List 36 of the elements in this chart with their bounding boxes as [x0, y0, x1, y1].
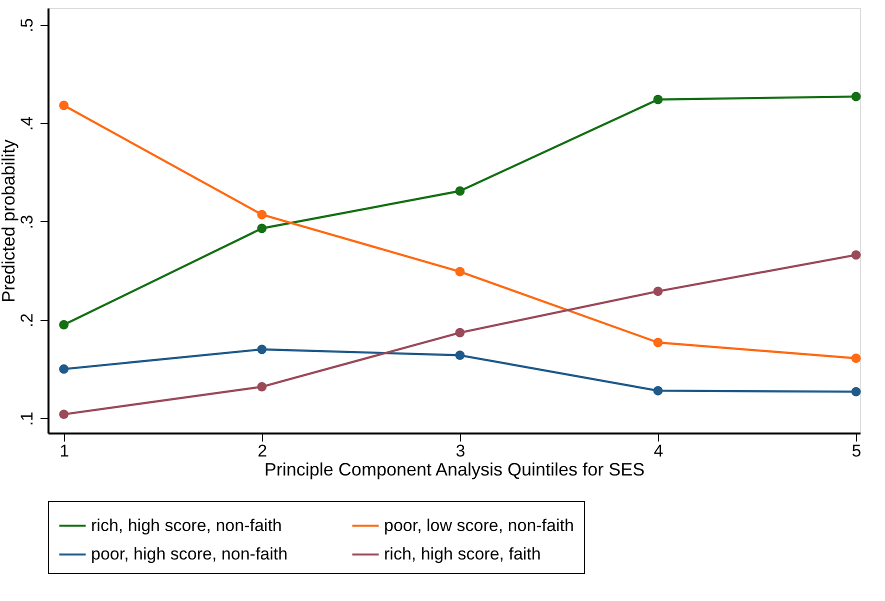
- x-tick-label: 3: [456, 442, 466, 460]
- y-tick-label: .5: [18, 18, 36, 32]
- y-tick-label: .2: [18, 313, 36, 328]
- legend-label: poor, high score, non-faith: [91, 544, 288, 564]
- x-tick-label: 1: [60, 442, 70, 460]
- x-tick-label: 4: [654, 442, 664, 460]
- point: [257, 224, 267, 234]
- y-tick-label: .1: [18, 412, 36, 426]
- point: [455, 328, 465, 338]
- point: [455, 186, 465, 196]
- point: [851, 386, 861, 396]
- point: [455, 350, 465, 360]
- point: [59, 100, 69, 110]
- point: [59, 320, 69, 330]
- point: [851, 250, 861, 260]
- point: [851, 92, 861, 102]
- point: [257, 210, 267, 220]
- point: [653, 94, 663, 104]
- legend-label: rich, high score, faith: [384, 544, 541, 564]
- point: [653, 338, 663, 348]
- y-tick-label: .3: [18, 214, 36, 230]
- point: [851, 354, 861, 363]
- point: [257, 344, 267, 354]
- y-tick-label: .4: [18, 116, 36, 131]
- point: [257, 382, 267, 392]
- legend-label: poor, low score, non-faith: [384, 516, 574, 535]
- x-axis-title: Principle Component Analysis Quintiles for SES: [264, 460, 645, 480]
- point: [455, 266, 465, 276]
- x-tick-label: 5: [852, 442, 862, 460]
- point: [653, 386, 663, 396]
- legend-label: rich, high score, non-faith: [91, 516, 282, 535]
- y-axis-title: Predicted probability: [0, 139, 18, 303]
- x-tick-label: 2: [258, 442, 268, 460]
- point: [653, 286, 663, 296]
- point: [59, 410, 69, 420]
- point: [59, 364, 69, 374]
